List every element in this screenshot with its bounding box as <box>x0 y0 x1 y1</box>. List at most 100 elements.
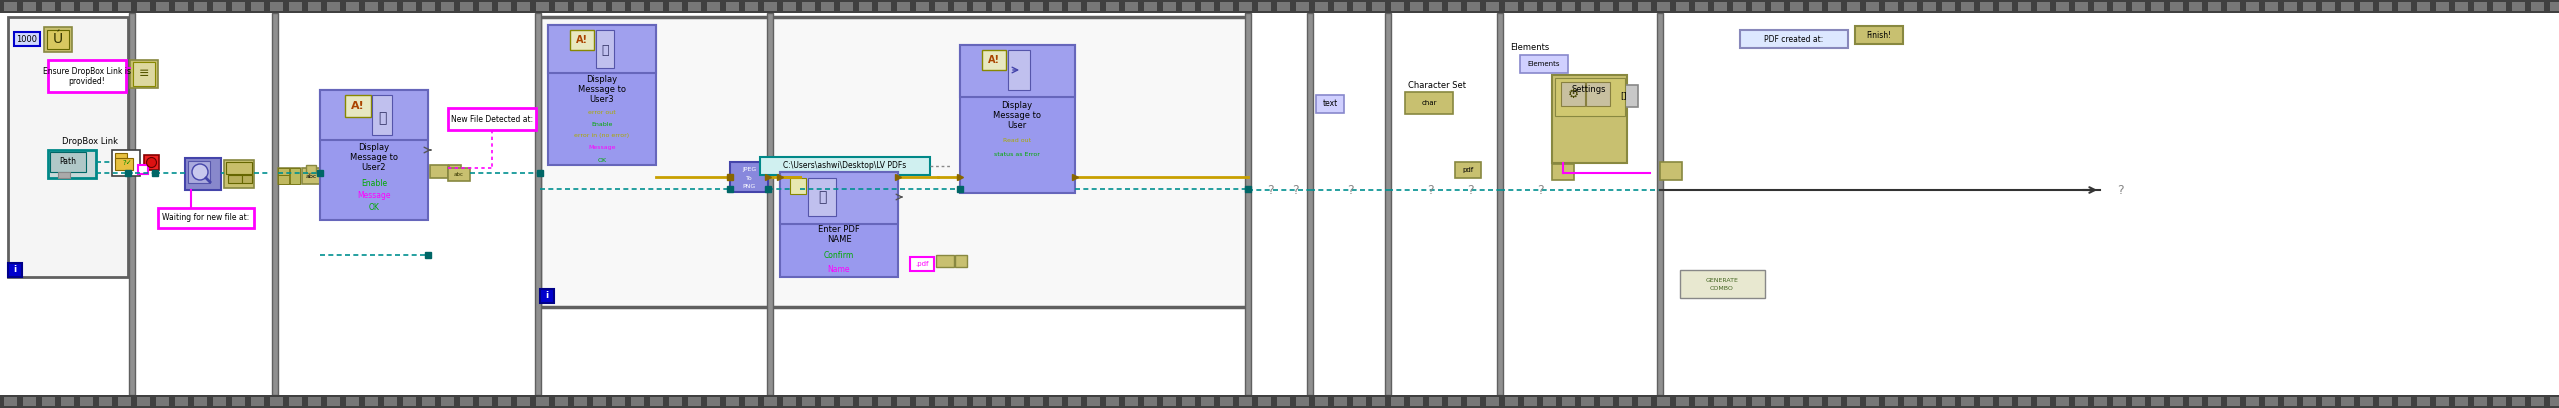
Bar <box>706 2 719 11</box>
Bar <box>548 25 655 73</box>
Bar <box>2019 2 2032 11</box>
Bar <box>1620 2 1633 11</box>
Bar <box>1999 397 2011 406</box>
Bar <box>100 2 113 11</box>
Text: abc: abc <box>305 173 317 179</box>
Bar <box>1031 2 1044 11</box>
Text: Ensure DropBox Link is: Ensure DropBox Link is <box>44 67 131 77</box>
Bar <box>2454 2 2467 11</box>
Text: i: i <box>13 266 15 275</box>
Bar <box>128 13 136 395</box>
Bar <box>1487 397 1500 406</box>
Circle shape <box>146 157 156 168</box>
Bar <box>1239 2 1251 11</box>
Bar <box>517 397 530 406</box>
Bar <box>1638 397 1651 406</box>
Bar <box>2436 2 2449 11</box>
Bar <box>289 168 299 184</box>
Bar <box>1049 2 1062 11</box>
Bar <box>1771 2 1784 11</box>
Bar <box>225 160 253 188</box>
Bar <box>1497 13 1502 395</box>
Text: text: text <box>1323 100 1338 109</box>
Bar <box>955 397 967 406</box>
Bar <box>118 397 131 406</box>
Bar <box>632 397 645 406</box>
Bar <box>345 397 358 406</box>
Bar <box>809 178 837 216</box>
Bar <box>1543 2 1556 11</box>
Bar <box>1384 13 1392 395</box>
Bar <box>384 397 397 406</box>
Bar <box>688 2 701 11</box>
Bar <box>1587 82 1610 106</box>
Text: Waiting for new file at:: Waiting for new file at: <box>161 213 251 222</box>
Bar <box>1848 2 1860 11</box>
Bar <box>2341 2 2354 11</box>
Bar <box>79 2 92 11</box>
Text: Enable: Enable <box>361 180 386 188</box>
Bar <box>1561 2 1574 11</box>
Bar <box>1556 78 1625 116</box>
Bar <box>916 397 929 406</box>
Bar <box>1067 397 1080 406</box>
Bar <box>41 2 54 11</box>
Bar <box>2549 2 2559 11</box>
Bar <box>2170 2 2183 11</box>
Bar <box>100 397 113 406</box>
Text: Enable: Enable <box>591 122 612 126</box>
Bar <box>2152 2 2165 11</box>
Bar <box>632 2 645 11</box>
Bar <box>594 397 606 406</box>
Bar <box>2303 2 2316 11</box>
Bar <box>1886 397 1899 406</box>
Bar <box>194 397 207 406</box>
Bar <box>1011 2 1024 11</box>
Bar <box>688 397 701 406</box>
Bar <box>1410 397 1423 406</box>
Bar <box>228 175 243 183</box>
Bar <box>320 90 427 140</box>
Text: 1000: 1000 <box>15 35 38 44</box>
Bar <box>1827 397 1840 406</box>
Bar <box>41 397 54 406</box>
Bar <box>1960 397 1973 406</box>
Bar <box>2341 397 2354 406</box>
Bar <box>23 397 36 406</box>
Bar <box>517 2 530 11</box>
Bar <box>289 397 302 406</box>
Bar <box>2247 397 2260 406</box>
Bar <box>1740 30 1848 48</box>
Text: OK: OK <box>596 157 606 162</box>
Bar <box>1031 397 1044 406</box>
Bar <box>765 2 778 11</box>
Bar <box>535 13 540 395</box>
Bar <box>1448 397 1461 406</box>
Bar <box>1333 397 1346 406</box>
Bar <box>1466 2 1479 11</box>
Bar <box>1960 2 1973 11</box>
Bar <box>1866 397 1878 406</box>
Bar <box>2321 397 2334 406</box>
Text: 🧍: 🧍 <box>601 44 609 58</box>
Bar <box>1658 13 1663 395</box>
Bar <box>2492 397 2505 406</box>
Bar <box>1221 2 1233 11</box>
Text: Display: Display <box>1001 100 1034 109</box>
Bar <box>2359 397 2372 406</box>
Bar <box>1620 397 1633 406</box>
Bar <box>5 397 18 406</box>
Bar <box>1599 397 1612 406</box>
Text: Confirm: Confirm <box>824 251 855 259</box>
Bar <box>535 2 550 11</box>
Bar <box>573 397 586 406</box>
Bar <box>1551 164 1574 180</box>
Text: User2: User2 <box>361 164 386 173</box>
Bar <box>1315 397 1328 406</box>
Bar <box>1428 397 1443 406</box>
Text: Message: Message <box>358 191 392 200</box>
Bar <box>2055 2 2070 11</box>
Text: A!: A! <box>351 101 366 111</box>
Bar <box>1200 397 1213 406</box>
Bar <box>1543 397 1556 406</box>
